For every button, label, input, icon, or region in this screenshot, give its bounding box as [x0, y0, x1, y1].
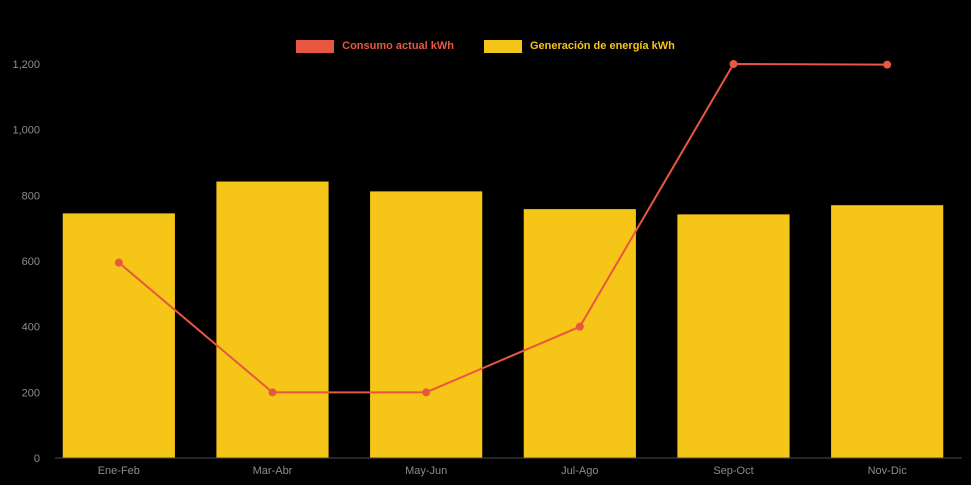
consumo-point-May-Jun[interactable] [422, 388, 431, 397]
y-axis-tick-label: 400 [22, 322, 40, 334]
y-axis-tick-label: 1,000 [12, 125, 40, 137]
y-axis-tick-label: 0 [34, 453, 40, 465]
legend-swatch-generacion-icon [483, 40, 522, 53]
x-axis-label-Sep-Oct: Sep-Oct [713, 465, 753, 477]
consumo-point-Mar-Abr[interactable] [268, 388, 277, 397]
bar-Nov-Dic[interactable] [831, 205, 944, 458]
chart-legend: Consumo actual kWh Generación de energía… [0, 40, 971, 53]
y-axis-tick-label: 800 [22, 190, 40, 202]
x-axis-label-May-Jun: May-Jun [405, 465, 447, 477]
x-axis-label-Mar-Abr: Mar-Abr [253, 465, 293, 477]
consumo-point-Sep-Oct[interactable] [729, 60, 738, 68]
consumo-line[interactable] [118, 62, 888, 394]
bar-Ene-Feb[interactable] [62, 213, 175, 458]
bar-Sep-Oct[interactable] [677, 214, 790, 458]
y-axis-tick-label: 1,200 [12, 59, 40, 71]
legend-item-consumo[interactable]: Consumo actual kWh [296, 40, 454, 53]
bar-Mar-Abr[interactable] [216, 181, 329, 458]
bar-May-Jun[interactable] [370, 191, 483, 459]
legend-label-generacion: Generación de energía kWh [529, 40, 675, 52]
consumo-point-Jul-Ago[interactable] [575, 322, 584, 331]
x-axis-label-Ene-Feb: Ene-Feb [98, 465, 140, 477]
consumo-point-Ene-Feb[interactable] [114, 258, 123, 267]
consumo-point-Nov-Dic[interactable] [883, 60, 892, 69]
legend-label-consumo: Consumo actual kWh [342, 40, 454, 52]
legend-swatch-consumo-icon [296, 40, 335, 53]
x-axis-label-Nov-Dic: Nov-Dic [868, 465, 908, 477]
y-axis-tick-label: 600 [22, 256, 40, 268]
x-axis-label-Jul-Ago: Jul-Ago [561, 465, 598, 477]
legend-item-generacion[interactable]: Generación de energía kWh [483, 40, 675, 53]
bar-Jul-Ago[interactable] [523, 209, 636, 458]
y-axis-tick-label: 200 [22, 387, 40, 399]
